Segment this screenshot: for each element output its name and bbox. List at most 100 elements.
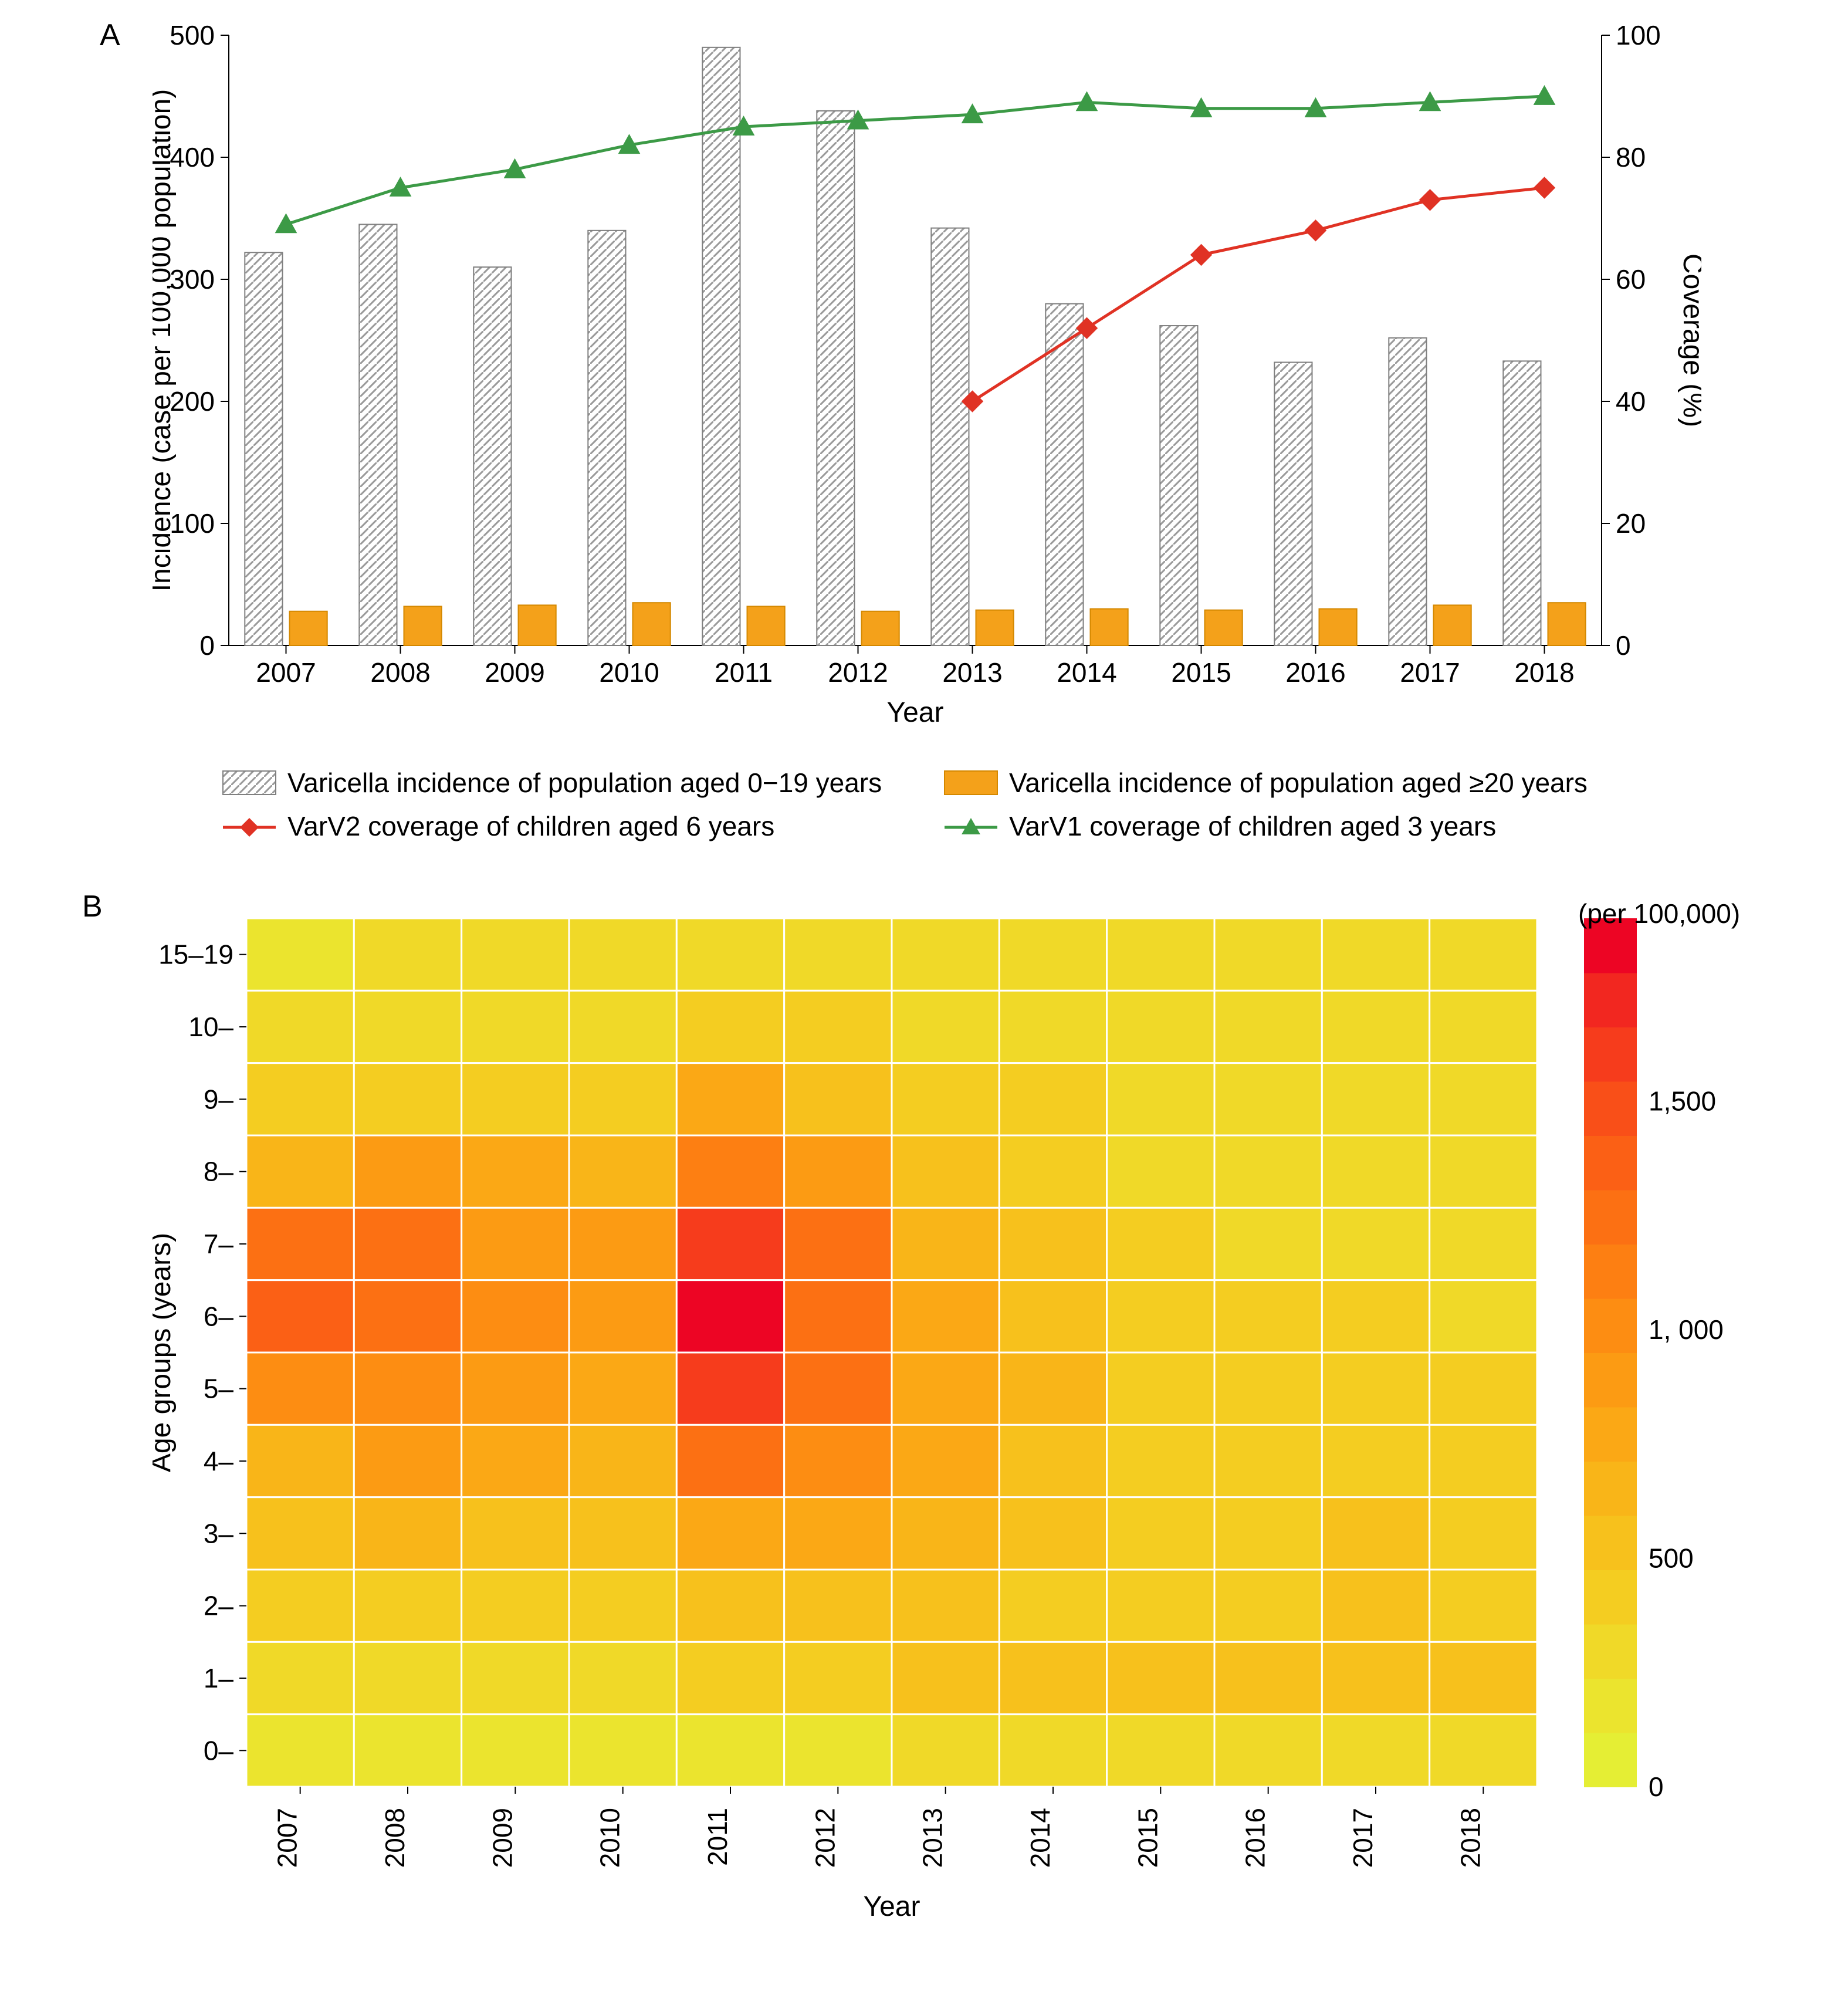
heatmap-cell (999, 990, 1106, 1063)
heatmap-cell (676, 1715, 784, 1787)
xtick: 2013 (942, 657, 1002, 688)
xtick: 2009 (487, 1808, 517, 1868)
heatmap-cell (676, 990, 784, 1063)
heatmap-cell (462, 1497, 569, 1570)
heatmap-cell (462, 1425, 569, 1497)
bar-20plus (1091, 609, 1128, 645)
heatmap-cell (1322, 1135, 1429, 1208)
heatmap-cell (569, 1208, 676, 1280)
heatmap-cell (1107, 1208, 1214, 1280)
heatmap-cell (892, 1280, 999, 1352)
heatmap-cell (999, 1497, 1106, 1570)
xtick: 2010 (599, 657, 659, 688)
heatmap-cell (999, 1352, 1106, 1425)
bar-20plus (1434, 605, 1471, 645)
heatmap-cell (892, 1570, 999, 1642)
ytick: 3– (204, 1518, 234, 1548)
ytick: 7– (204, 1229, 234, 1259)
heatmap-cell (569, 1135, 676, 1208)
ytick: 4– (204, 1446, 234, 1476)
line-marker (1420, 190, 1441, 211)
heatmap-cell (462, 1135, 569, 1208)
heatmap-cell (569, 1497, 676, 1570)
heatmap-cell (784, 1642, 892, 1714)
heatmap-cell (569, 1425, 676, 1497)
bar-0-19 (359, 224, 397, 645)
legend-item: Varicella incidence of population aged ≥… (1009, 767, 1588, 798)
colorbar-tick: 1, 000 (1649, 1314, 1724, 1345)
heatmap-cell (462, 1208, 569, 1280)
heatmap-cell (676, 1280, 784, 1352)
heatmap-cell (784, 1570, 892, 1642)
colorbar-segment (1584, 1461, 1637, 1516)
colorbar-title: (per 100,000) (1578, 901, 1740, 929)
heatmap-cell (1107, 990, 1214, 1063)
heatmap-cell (246, 1642, 354, 1714)
heatmap-cell (569, 1715, 676, 1787)
xtick: 2018 (1455, 1808, 1485, 1868)
heatmap-cell (1322, 1063, 1429, 1135)
colorbar-segment (1584, 1190, 1637, 1245)
heatmap-cell (354, 1642, 461, 1714)
heatmap-cell (999, 1642, 1106, 1714)
ytick: 10– (188, 1012, 233, 1042)
bar-0-19 (473, 267, 511, 645)
heatmap-cell (784, 990, 892, 1063)
heatmap-cell (1322, 1425, 1429, 1497)
legend-item: VarV1 coverage of children aged 3 years (1009, 811, 1496, 841)
figure-root: A 0100200300400500020406080100Incidence … (23, 23, 1825, 1972)
ytick-right: 20 (1616, 508, 1646, 539)
ytick-right: 100 (1616, 23, 1661, 50)
heatmap-cell (462, 918, 569, 990)
heatmap-cell (1322, 1280, 1429, 1352)
heatmap-cell (569, 1642, 676, 1714)
bar-20plus (1319, 609, 1357, 645)
bar-20plus (862, 611, 899, 645)
heatmap-cell (462, 1352, 569, 1425)
heatmap-cell (1430, 1497, 1537, 1570)
heatmap-cell (569, 1352, 676, 1425)
chart-a: 0100200300400500020406080100Incidence (c… (153, 23, 1701, 757)
heatmap-cell (569, 1063, 676, 1135)
heatmap-cell (246, 1425, 354, 1497)
heatmap-cell (354, 1063, 461, 1135)
ytick-right: 0 (1616, 630, 1631, 661)
bar-20plus (404, 606, 442, 645)
heatmap-cell (354, 1570, 461, 1642)
heatmap-cell (1214, 1570, 1322, 1642)
heatmap-cell (892, 1425, 999, 1497)
bar-0-19 (931, 228, 969, 645)
heatmap-cell (1107, 1280, 1214, 1352)
heatmap-cell (1214, 1208, 1322, 1280)
heatmap-cell (999, 1425, 1106, 1497)
heatmap-cell (1430, 1135, 1537, 1208)
xtick: 2007 (272, 1808, 303, 1868)
heatmap-cell (1214, 1425, 1322, 1497)
heatmap-cell (1214, 1715, 1322, 1787)
bar-0-19 (1389, 338, 1426, 645)
heatmap-cell (784, 1715, 892, 1787)
heatmap-cell (1107, 1642, 1214, 1714)
heatmap-cell (354, 1352, 461, 1425)
heatmap-cell (999, 1063, 1106, 1135)
xtick: 2014 (1057, 657, 1116, 688)
bar-20plus (1205, 610, 1243, 645)
colorbar-segment (1584, 1570, 1637, 1625)
xtick: 2016 (1240, 1808, 1271, 1868)
bar-0-19 (245, 252, 282, 645)
bar-20plus (290, 611, 327, 645)
colorbar-tick: 500 (1649, 1543, 1694, 1574)
heatmap-cell (892, 990, 999, 1063)
xtick: 2015 (1171, 657, 1231, 688)
x-axis-label: Year (887, 697, 944, 728)
heatmap-cell (892, 1135, 999, 1208)
heatmap-cell (676, 1497, 784, 1570)
heatmap-cell (246, 990, 354, 1063)
heatmap-cell (784, 918, 892, 990)
xtick: 2010 (595, 1808, 625, 1868)
chart-b: 15–1910–9–8–7–6–5–4–3–2–1–0–Age groups (… (153, 901, 1807, 1972)
colorbar-tick: 1,500 (1649, 1086, 1716, 1117)
ytick: 9– (204, 1084, 234, 1114)
heatmap-cell (1430, 1425, 1537, 1497)
heatmap-cell (1322, 1497, 1429, 1570)
